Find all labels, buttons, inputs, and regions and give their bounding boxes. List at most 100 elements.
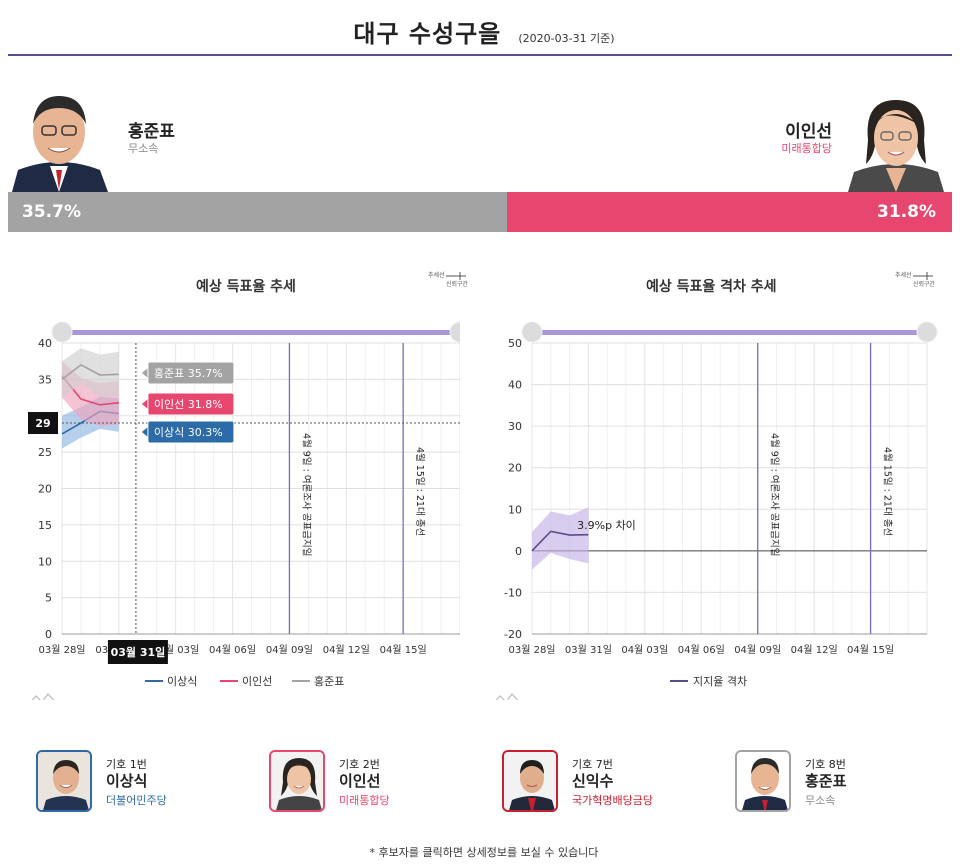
- chart1-y-tick-label: 25: [38, 446, 52, 459]
- candidate-number-2: 기호 2번: [339, 758, 380, 771]
- candidate-party-3: 국가혁명배당금당: [572, 794, 653, 807]
- candidate-number-1: 기호 1번: [106, 758, 147, 771]
- chart1-band-홍준표: [62, 348, 119, 398]
- top-left-candidate-name: 홍준표: [128, 122, 175, 142]
- mini-legend-ci-label: 신뢰구간: [446, 281, 469, 288]
- candidate-card-4[interactable]: 기호 8번 홍준표 무소속: [735, 748, 955, 814]
- chart1-cursor-x-box: [107, 640, 168, 664]
- candidate-name-3: 신익수: [572, 772, 614, 790]
- chart2-event-annotation: 4월 9일 : 여론조사 공표금지일: [769, 433, 781, 557]
- mini-legend-trend-icon-2: [913, 271, 934, 280]
- mini-legend-ci-label-2: 신뢰구간: [913, 281, 936, 288]
- chart1-tooltip-box: [147, 361, 235, 385]
- chart1-tooltip-pointer: [141, 427, 148, 437]
- chart2-x-tick-label: 03월 31일: [565, 644, 612, 656]
- chart1-y-tick-label: 35: [38, 373, 52, 386]
- candidate-name-2: 이인선: [339, 772, 381, 790]
- chart2-x-tick-label: 03월 28일: [508, 644, 555, 656]
- chart1-x-tick-label: 04월 06일: [209, 644, 256, 656]
- chart1-x-tick-label: 03월 28일: [38, 644, 85, 656]
- chart1-line-홍준표: [61, 363, 119, 381]
- chart2-y-tick-label: 20: [508, 462, 522, 475]
- chart2-title: 예상 득표율 격차 추세: [646, 279, 777, 295]
- chart2-y-tick-label: -20: [504, 628, 522, 641]
- chart1-event-annotation: 4월 15일 : 21대 총선: [414, 447, 426, 536]
- chart1-tooltip-pointer: [141, 368, 148, 378]
- chart1-tooltip-text: 홍준표 35.7%: [154, 366, 223, 380]
- chart1-y-tick-label: 0: [45, 628, 52, 641]
- chart2-legend-label: 지지율 격차: [693, 675, 747, 688]
- top-right-candidate-party: 미래통합당: [781, 142, 832, 155]
- chart1-mini-legend: 추세선 신뢰구간: [428, 271, 468, 289]
- mini-legend-trend-label-2: 추세선: [895, 272, 912, 279]
- mini-legend-trend-icon: [446, 271, 467, 280]
- chart1-x-tick-label: 04월 15일: [380, 644, 427, 656]
- chart1-range-slider-handle-left[interactable]: [51, 321, 73, 343]
- chart1-range-slider-track: [62, 330, 460, 335]
- candidate-card-photo-4: [735, 750, 791, 812]
- page-header: 대구 수성구을 (2020-03-31 기준): [0, 14, 968, 49]
- chart2-y-tick-label: 10: [508, 503, 522, 516]
- top-right-candidate-name: 이인선: [785, 122, 832, 142]
- mini-legend-trend-label: 추세선: [428, 272, 445, 279]
- candidate-card-2[interactable]: 기호 2번 이인선 미래통합당: [269, 748, 489, 814]
- chart1-cursor-y-box: [28, 412, 58, 435]
- chart2-range-slider-track: [532, 330, 927, 335]
- chart2-band-지지율 격차: [532, 507, 589, 570]
- chart2-y-tick-label: 0: [515, 545, 522, 558]
- chart1-range-slider-handle-right[interactable]: [449, 321, 460, 343]
- chart1-y-tick-label: 40: [38, 337, 52, 350]
- candidate-number-4: 기호 8번: [805, 758, 846, 771]
- chart1-y-tick-label: 10: [38, 555, 52, 568]
- chart1-cursor-x-label: 03월 31일: [111, 645, 166, 659]
- chart1-x-tick-label: 04월 12일: [323, 644, 370, 656]
- candidate-card-photo-3: [502, 750, 558, 812]
- candidate-party-4: 무소속: [805, 794, 836, 807]
- header-divider: [8, 54, 952, 56]
- chart1-tooltip-text: 이인선 31.8%: [154, 398, 223, 411]
- chart2-mini-legend: 추세선 신뢰구간: [895, 271, 935, 289]
- chart1-cursor-y-label: 29: [35, 417, 50, 430]
- chart2-x-tick-label: 04월 09일: [734, 644, 781, 656]
- candidate-card-3[interactable]: 기호 7번 신익수 국가혁명배당금당: [502, 748, 722, 814]
- chart2-data-label: 3.9%p 차이: [577, 519, 636, 532]
- chart2-watermark-icon: [495, 693, 519, 700]
- chart1-tooltip-pointer: [141, 399, 148, 409]
- candidate-card-photo-2: [269, 750, 325, 812]
- chart2-range-slider-handle-right[interactable]: [916, 321, 938, 343]
- chart2-x-tick-label: 04월 06일: [678, 644, 725, 656]
- chart1-event-annotation: 4월 9일 : 여론조사 공표금지일: [300, 433, 312, 557]
- candidate-card-1[interactable]: 기호 1번 이상식 더불어민주당: [36, 748, 256, 814]
- candidate-card-photo-1: [36, 750, 92, 812]
- chart2-y-tick-label: -10: [504, 586, 522, 599]
- chart1-tooltip-text: 이상식 30.3%: [154, 426, 223, 439]
- chart2-range-slider-handle-left[interactable]: [521, 321, 543, 343]
- vote-share-bar-left: 35.7%: [8, 192, 508, 232]
- chart2-x-tick-label: 04월 12일: [791, 644, 838, 656]
- chart1-legend-label: 홍준표: [314, 674, 344, 688]
- chart1-title: 예상 득표율 추세: [196, 279, 296, 295]
- candidate-photo-lee-inseon[interactable]: [846, 94, 946, 192]
- chart2-y-tick-label: 40: [508, 379, 522, 392]
- reference-date: (2020-03-31 기준): [518, 31, 615, 45]
- chart2-svg[interactable]: -20 -10 0 10 20 30 40 50 03월 28일 03월 31일 04월 03일 04…: [490, 300, 960, 700]
- vote-share-bar-right: 31.8%: [507, 192, 952, 232]
- chart1-legend-label: 이상식: [167, 675, 197, 688]
- chart1-watermark-icon: [31, 693, 55, 700]
- chart1-legend-label: 이인선: [242, 675, 272, 688]
- chart2-event-annotation: 4월 15일 : 21대 총선: [882, 447, 894, 536]
- footnote: * 후보자를 클릭하면 상세정보를 보실 수 있습니다: [369, 846, 599, 859]
- chart1-y-tick-label: 20: [38, 483, 52, 496]
- candidate-photo-hong[interactable]: [8, 88, 110, 192]
- chart1-tooltip-box: [147, 392, 235, 416]
- chart1-y-tick-label: 5: [45, 592, 52, 605]
- chart1-tooltip-box: [147, 420, 235, 444]
- chart1-y-tick-label: 15: [38, 519, 52, 532]
- chart2-y-tick-label: 30: [508, 420, 522, 433]
- candidate-number-3: 기호 7번: [572, 758, 613, 771]
- chart2-line-지지율 격차: [531, 530, 589, 552]
- vote-share-bar: 35.7% 31.8%: [8, 192, 952, 232]
- candidate-party-1: 더불어민주당: [106, 794, 167, 807]
- chart1-x-tick-label: 04월 09일: [266, 644, 313, 656]
